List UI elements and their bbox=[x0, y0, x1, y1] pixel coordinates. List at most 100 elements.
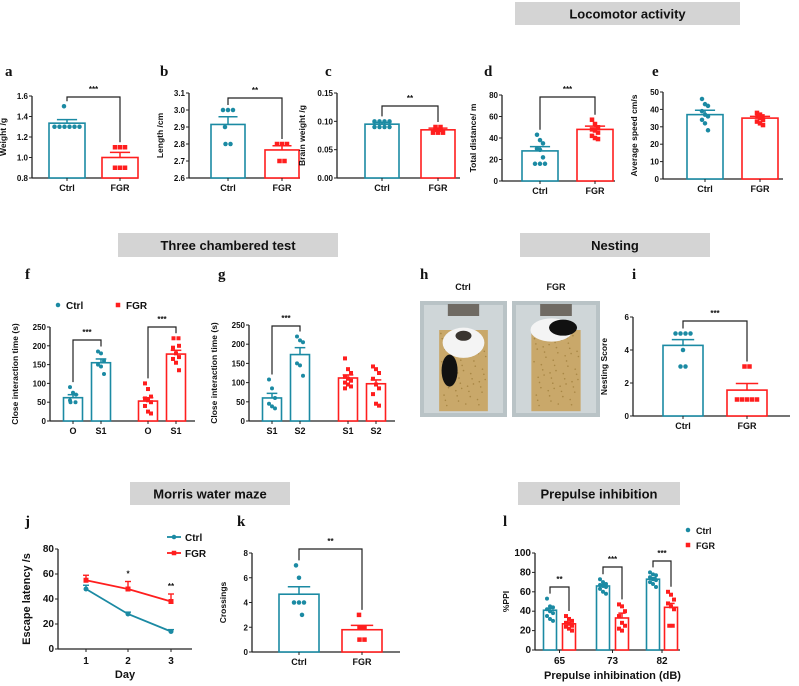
data-point bbox=[270, 404, 274, 409]
bar-group-ctrl bbox=[90, 349, 112, 422]
bar bbox=[90, 361, 112, 422]
data-point bbox=[171, 345, 175, 350]
section-title: Three chambered test bbox=[118, 233, 338, 257]
data-point bbox=[177, 343, 181, 348]
panel-letter: a bbox=[5, 64, 13, 80]
data-point bbox=[143, 396, 147, 401]
panel-letter: h bbox=[420, 267, 429, 283]
significance-label: ** bbox=[168, 582, 175, 591]
panel-f: 0 50 100 150 200 250 Close interaction time (s… bbox=[10, 301, 195, 436]
y-tick-label: 2.7 bbox=[174, 157, 186, 166]
data-point bbox=[99, 364, 103, 369]
data-point bbox=[72, 124, 77, 129]
data-point bbox=[433, 124, 438, 130]
significance-label: ** bbox=[407, 94, 414, 103]
data-point bbox=[149, 400, 153, 405]
data-point bbox=[168, 629, 174, 634]
data-point bbox=[699, 108, 705, 114]
data-point bbox=[387, 124, 392, 130]
legend-label: FGR bbox=[126, 301, 148, 312]
panel-g: 0 50 100 150 200 250 Close interaction time (s… bbox=[209, 314, 395, 436]
data-point bbox=[545, 614, 549, 619]
data-point bbox=[592, 135, 598, 141]
data-point bbox=[68, 385, 72, 390]
y-tick-label: 2.6 bbox=[174, 174, 186, 183]
bar bbox=[210, 123, 246, 179]
data-point bbox=[349, 378, 353, 383]
data-point bbox=[760, 114, 765, 119]
data-point bbox=[371, 392, 375, 397]
data-point bbox=[299, 612, 305, 618]
y-tick-label: 0.05 bbox=[317, 146, 333, 155]
x-tick-label: S2 bbox=[370, 426, 381, 436]
bar-group-fgr bbox=[165, 336, 187, 422]
data-point bbox=[52, 124, 57, 129]
data-point bbox=[96, 349, 100, 354]
significance-bracket bbox=[539, 96, 596, 130]
y-axis-label: Brain weight /g bbox=[297, 105, 307, 166]
panel-b: 2.6 2.7 2.8 2.9 3.0 3.1 Length /cm Ctrl FGR ** bbox=[155, 86, 300, 193]
bar-group-ctrl bbox=[521, 132, 559, 182]
data-point bbox=[617, 614, 621, 619]
data-point bbox=[291, 600, 297, 605]
data-point bbox=[274, 141, 280, 147]
panel-letter: l bbox=[503, 514, 507, 530]
data-point bbox=[146, 387, 150, 392]
y-tick-label: 0 bbox=[494, 177, 499, 186]
data-point bbox=[377, 371, 381, 375]
data-point bbox=[71, 390, 75, 395]
data-point bbox=[117, 165, 123, 170]
y-tick-label: 1.4 bbox=[17, 113, 29, 122]
y-tick-label: 0 bbox=[625, 412, 630, 421]
y-tick-label: 1.2 bbox=[17, 133, 29, 142]
bar-group-fgr bbox=[264, 141, 300, 179]
data-point bbox=[349, 371, 353, 375]
y-tick-label: 2 bbox=[625, 379, 630, 388]
data-point bbox=[564, 620, 568, 625]
data-point bbox=[654, 584, 658, 589]
data-point bbox=[174, 351, 178, 356]
data-point bbox=[678, 331, 683, 336]
y-tick-label: 20 bbox=[489, 156, 498, 165]
data-point bbox=[705, 103, 711, 109]
data-point bbox=[346, 376, 350, 381]
data-point bbox=[754, 110, 760, 116]
panel-k: 0 2 4 6 8 Crossings Ctrl FGR ** bbox=[218, 537, 400, 667]
x-tick-label: Ctrl bbox=[675, 421, 691, 431]
x-tick-label: Ctrl bbox=[59, 183, 75, 193]
data-point bbox=[570, 618, 574, 623]
data-point bbox=[143, 381, 147, 386]
data-point bbox=[343, 380, 347, 385]
panel-d: 0 20 40 60 80 Total distance/ m Ctrl FGR *** bbox=[468, 85, 615, 196]
data-point bbox=[371, 376, 375, 381]
panel-e: 0 10 20 30 40 50 Average speed cm/s Ctrl FGR bbox=[629, 88, 783, 194]
data-point bbox=[177, 368, 181, 373]
data-point bbox=[99, 351, 103, 356]
x-tick-label: Ctrl bbox=[220, 183, 236, 193]
legend-label: Ctrl bbox=[696, 526, 712, 536]
series-ctrl bbox=[83, 584, 174, 634]
significance-bracket bbox=[227, 97, 283, 139]
bar-group-fgr bbox=[576, 117, 614, 182]
bar-group-ctrl bbox=[48, 104, 86, 179]
bar bbox=[261, 397, 283, 422]
bar-group-ctrl bbox=[278, 563, 320, 653]
data-point bbox=[349, 384, 353, 389]
y-tick-label: 100 bbox=[514, 548, 531, 559]
data-point bbox=[374, 367, 378, 372]
significance-bracket bbox=[652, 560, 672, 587]
data-point bbox=[592, 121, 598, 127]
bar-group-ctrl bbox=[62, 385, 84, 422]
data-point bbox=[267, 377, 271, 382]
x-tick-label: 1 bbox=[83, 656, 89, 667]
mouse bbox=[549, 319, 578, 336]
nest bbox=[442, 327, 485, 358]
x-tick-label: 3 bbox=[168, 656, 174, 667]
data-point bbox=[117, 145, 123, 150]
y-tick-label: 200 bbox=[232, 340, 246, 349]
data-point bbox=[362, 625, 367, 630]
data-point bbox=[377, 403, 381, 408]
data-point bbox=[282, 158, 287, 164]
data-point bbox=[102, 372, 106, 376]
legend-marker-ctrl bbox=[685, 527, 691, 533]
